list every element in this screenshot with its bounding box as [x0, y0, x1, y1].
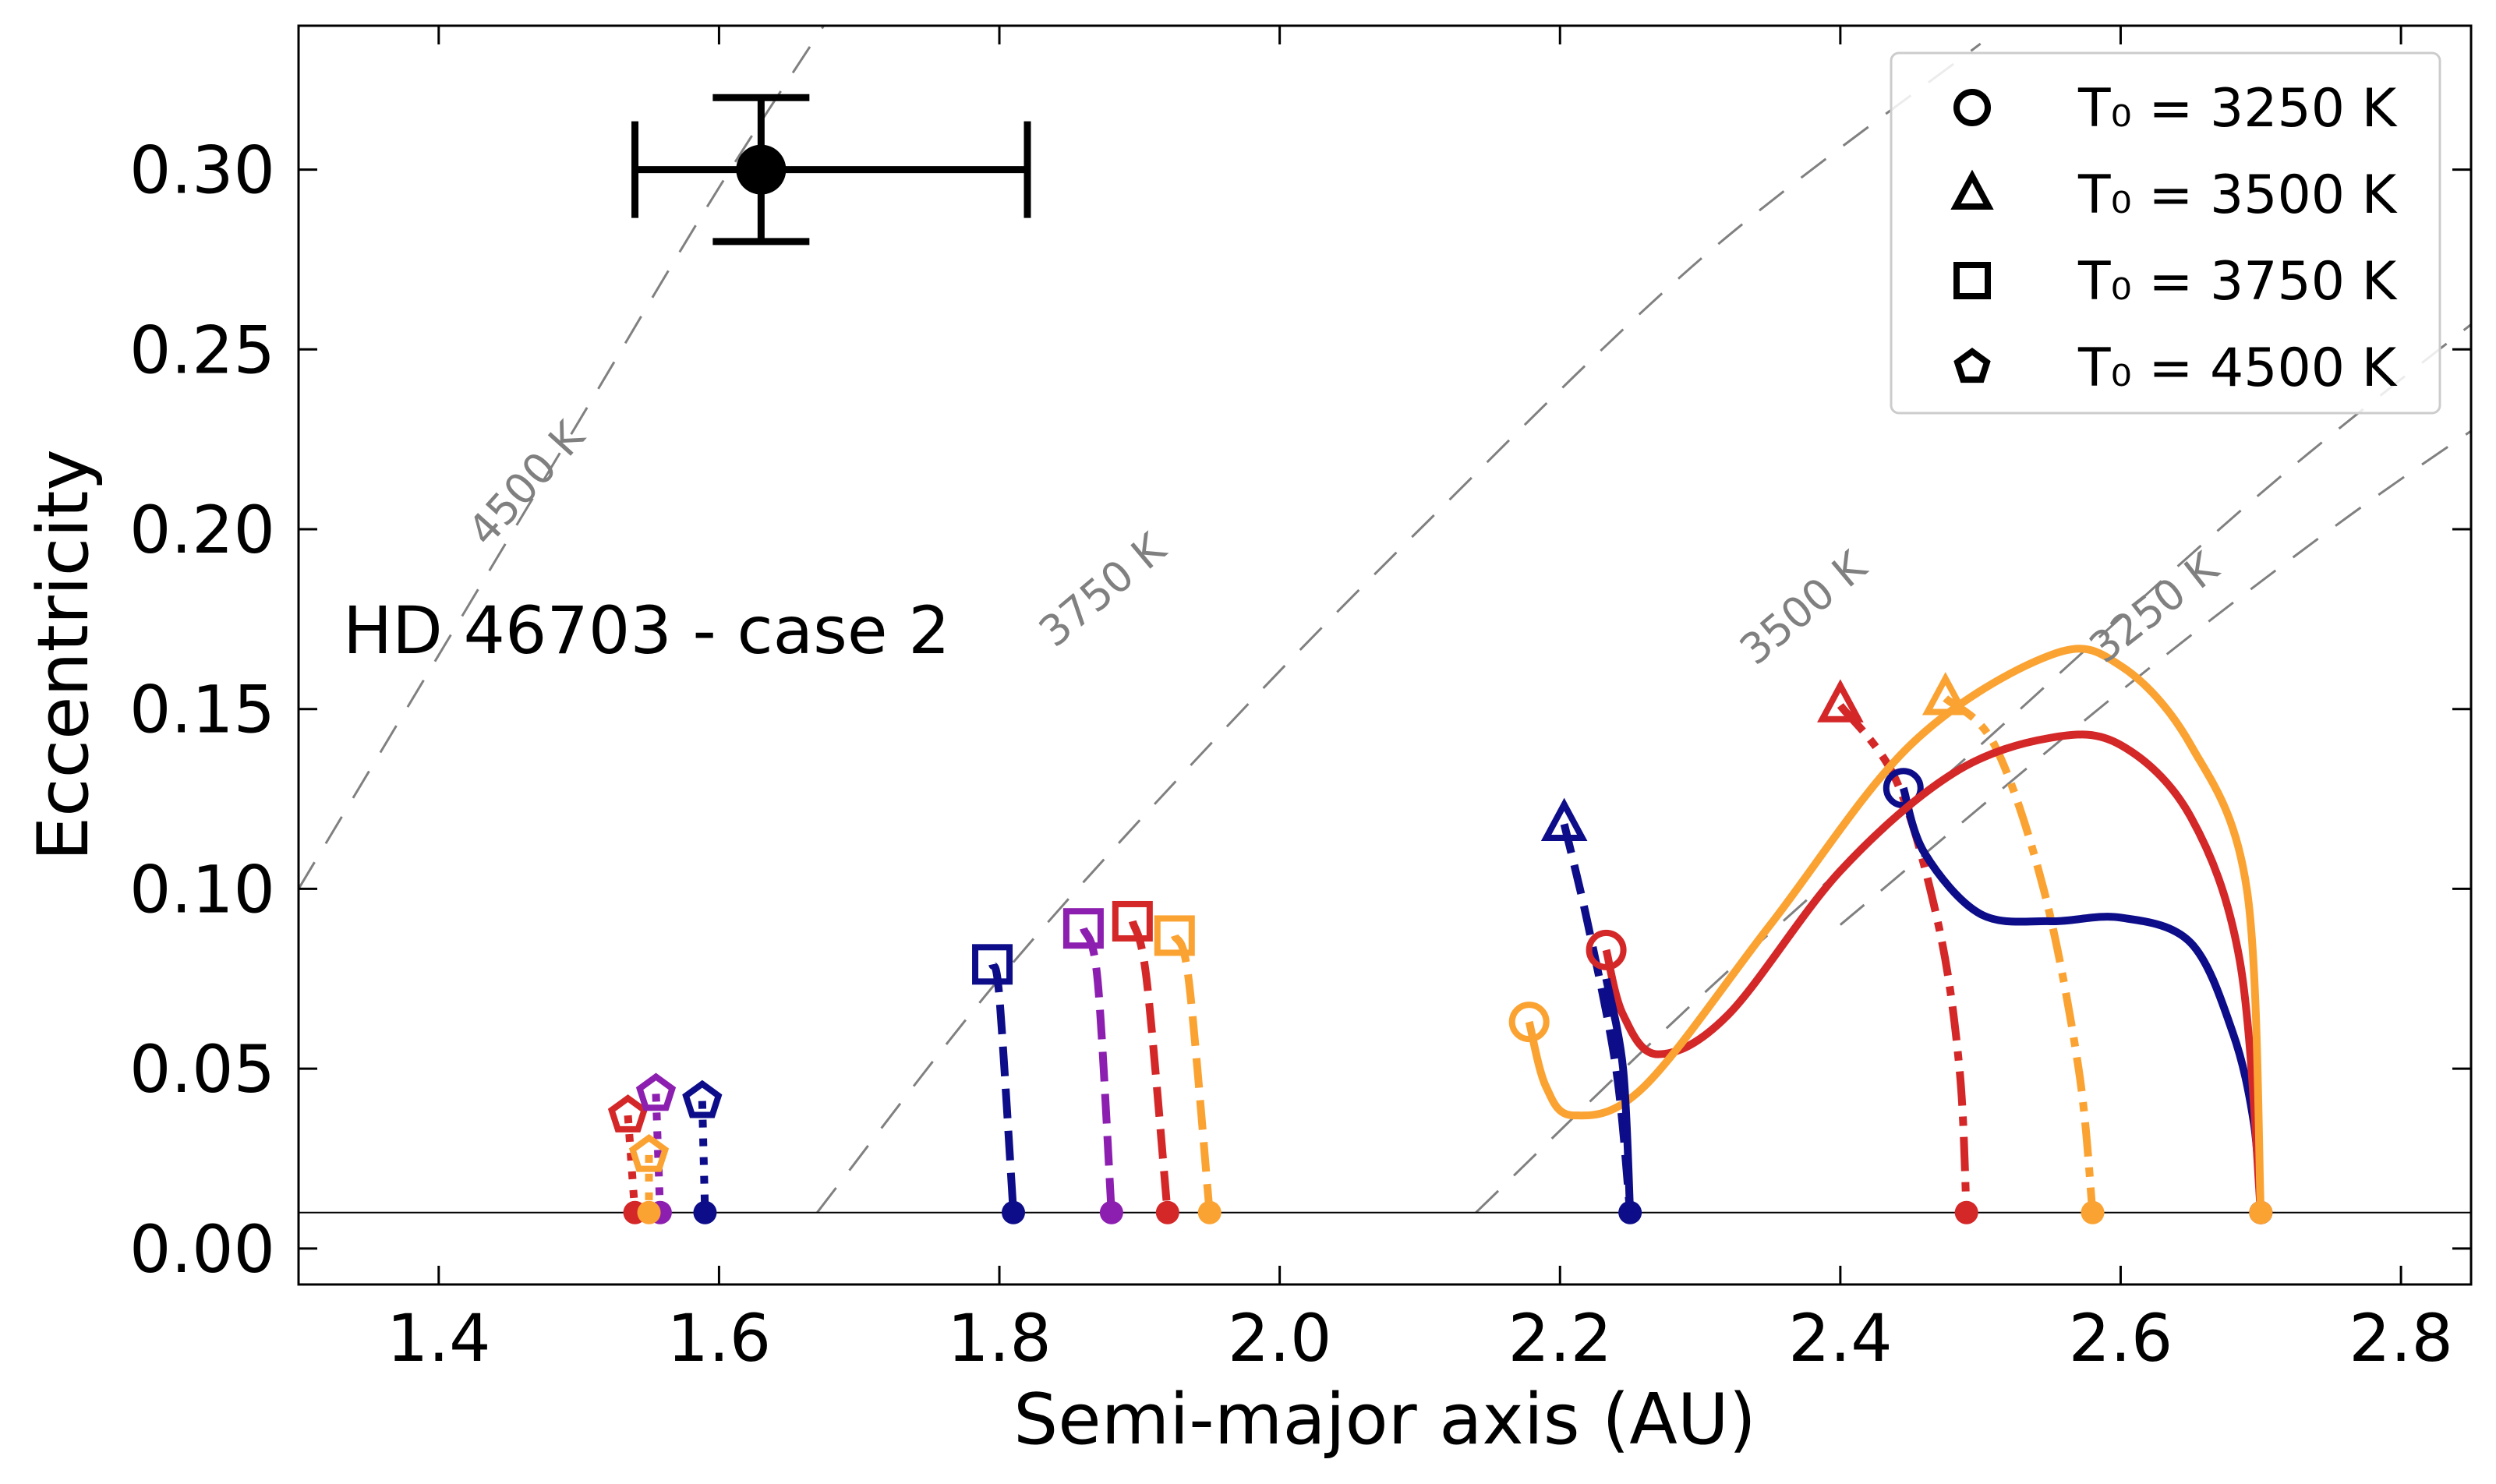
circle-marker [1508, 1002, 1550, 1043]
legend-label: T₀ = 3750 K [2077, 251, 2399, 313]
x-axis-title: Semi-major axis (AU) [1013, 1379, 1756, 1461]
track-line [1602, 977, 1635, 1213]
square-marker [1154, 915, 1195, 956]
observed-point [631, 94, 1031, 246]
track-line [988, 961, 1017, 1214]
pentagon-marker [635, 1072, 677, 1111]
pentagon-marker [628, 1133, 670, 1172]
track-line [1525, 645, 2265, 1213]
x-tick-label: 2.0 [1228, 1300, 1332, 1376]
square-marker [1062, 908, 1104, 949]
endpoint-dot [637, 1200, 661, 1224]
plot-frame [297, 24, 2473, 1286]
endpoint-dot [1155, 1200, 1179, 1224]
isotherm-label: 3250 K [2081, 542, 2229, 673]
circle-marker [1953, 89, 1991, 126]
track-3750K-purple [1062, 908, 1123, 1224]
x-tick-label: 1.8 [947, 1300, 1052, 1376]
track-line [1128, 920, 1172, 1214]
track-3750K-orange [1154, 915, 1221, 1224]
target-annotation: HD 46703 - case 2 [343, 592, 950, 669]
triangle-marker [1817, 679, 1864, 723]
legend-label: T₀ = 4500 K [2077, 337, 2399, 399]
isotherm-line [1839, 429, 2471, 926]
isotherm-label: 3500 K [1731, 541, 1876, 674]
y-tick-label: 0.20 [129, 492, 275, 568]
track-line [1560, 823, 1635, 1214]
track-3500K-navy [1540, 797, 1642, 1224]
track-line [1171, 934, 1214, 1214]
track-3750K-red [1112, 900, 1179, 1224]
endpoint-dot [1197, 1200, 1221, 1224]
track-line [1080, 927, 1115, 1214]
track-line [652, 1094, 664, 1213]
isotherm-line [299, 26, 826, 890]
track-line [1602, 730, 2265, 1214]
y-tick-label: 0.00 [129, 1211, 275, 1288]
track-3500K-orange [1921, 672, 2105, 1224]
isotherm-line [816, 42, 1982, 1214]
y-tick-label: 0.10 [129, 851, 275, 928]
endpoint-dot [1954, 1200, 1978, 1224]
track-4500K-orange [628, 1133, 670, 1224]
legend: T₀ = 3250 K T₀ = 3500 K T₀ = 3750 K T₀ = 45… [1890, 51, 2441, 415]
track-4500K-navy [682, 1079, 723, 1224]
endpoint-dot [1002, 1200, 1026, 1224]
isotherm-lines [299, 26, 2471, 1214]
track-3500K-red [1817, 679, 1978, 1224]
observed-marker [736, 144, 787, 195]
legend-box [1890, 51, 2441, 415]
y-tick-label: 0.05 [129, 1031, 275, 1108]
x-tick-label: 1.4 [387, 1300, 491, 1376]
y-tick-label: 0.15 [129, 672, 275, 748]
track-line [1837, 703, 1971, 1213]
triangle-marker [1540, 797, 1588, 841]
triangle-marker [1950, 169, 1994, 210]
axes-frame [297, 24, 2473, 1286]
x-tick-label: 2.4 [1788, 1300, 1893, 1376]
track-line [624, 1115, 639, 1214]
pentagon-marker [607, 1094, 649, 1132]
endpoint-dot [693, 1200, 717, 1224]
square-marker [1953, 262, 1991, 299]
legend-label: T₀ = 3500 K [2077, 164, 2399, 226]
endpoint-dot [1099, 1200, 1123, 1224]
track-3750K-navy [972, 944, 1026, 1224]
pentagon-marker [682, 1079, 723, 1118]
x-tick-label: 2.6 [2069, 1300, 2173, 1376]
evolution-tracks [607, 645, 2273, 1224]
square-marker [1112, 900, 1153, 942]
axis-ticks: 1.4 1.6 1.8 2.0 2.2 2.4 2.6 2.8 0.00 0.05 0.10 0.15… [129, 26, 2471, 1376]
track-line [1943, 695, 2097, 1214]
square-marker [972, 944, 1013, 985]
y-tick-label: 0.30 [129, 132, 275, 209]
x-tick-label: 1.6 [667, 1300, 772, 1376]
endpoint-dot [2081, 1200, 2105, 1224]
isotherm-label: 4500 K [458, 412, 595, 556]
pentagon-marker [1953, 348, 1991, 383]
endpoint-dot [2249, 1200, 2273, 1224]
x-tick-label: 2.2 [1508, 1300, 1612, 1376]
legend-label: T₀ = 3250 K [2077, 78, 2399, 140]
track-3250K-red [1586, 730, 2273, 1224]
y-axis-title: Eccentricity [23, 449, 104, 861]
isotherm-label: 3750 K [1030, 523, 1176, 656]
x-tick-label: 2.8 [2349, 1300, 2453, 1376]
circle-marker [1586, 929, 1627, 970]
track-3250K-navy-mid [1602, 977, 1635, 1213]
y-tick-label: 0.25 [129, 312, 275, 388]
track-3250K-orange [1508, 645, 2273, 1224]
